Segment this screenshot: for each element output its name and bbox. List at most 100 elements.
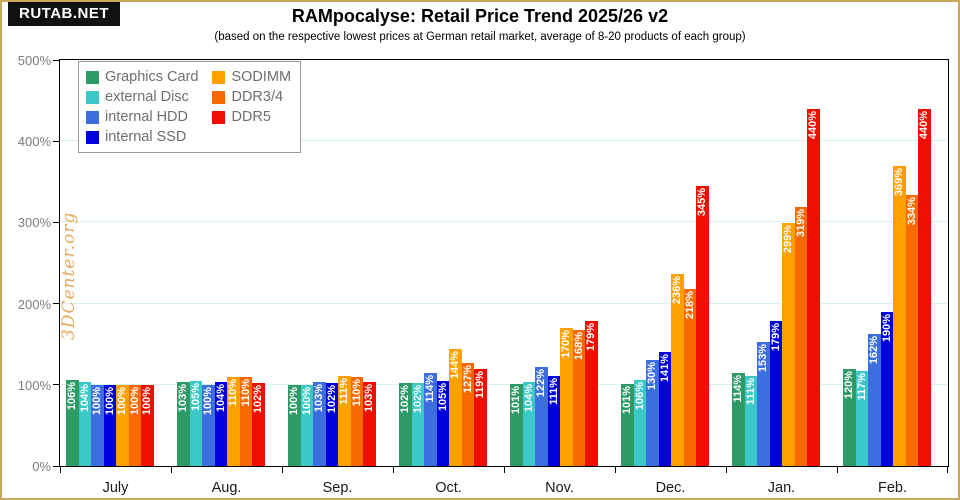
y-axis-label: 500% (17, 53, 51, 68)
bar: 106% (633, 379, 646, 466)
bar: 104% (78, 381, 91, 466)
bar: 236% (671, 274, 684, 466)
bar-value-label: 111% (338, 377, 351, 405)
bar: 114% (424, 373, 437, 466)
bar-value-label: 162% (868, 336, 881, 365)
bar-group: 120% 117% 162% 190% 369% 334% 440% (837, 60, 948, 466)
bar: 153% (757, 341, 770, 466)
bar-value-label: 102% (411, 385, 424, 414)
bar-value-label: 170% (560, 329, 573, 359)
legend-label: DDR3/4 (231, 89, 284, 105)
bar-value-label: 105% (436, 382, 449, 411)
x-axis-tick (614, 467, 616, 473)
bar-value-label: 111% (547, 377, 560, 405)
bar: 103% (313, 382, 326, 466)
bar: 170% (560, 327, 573, 466)
y-axis-label: 100% (17, 377, 51, 393)
bar-value-label: 110% (227, 378, 240, 407)
x-axis-label: Dec. (655, 480, 686, 496)
legend-label: external Disc (105, 89, 189, 105)
bar: 110% (350, 376, 363, 466)
bar: 100% (202, 384, 215, 466)
x-axis-tick (836, 467, 838, 473)
x-axis-tick (281, 467, 283, 473)
bar-group: 102% 102% 114% 105% 144% 127% 119% (393, 60, 504, 466)
gridline (60, 140, 948, 142)
gridline (60, 221, 948, 223)
bar-value-label: 100% (141, 386, 154, 415)
bar-value-label: 110% (350, 378, 363, 407)
bar: 100% (116, 384, 129, 466)
bar-value-label: 440% (918, 110, 931, 139)
bar: 102% (399, 383, 412, 466)
gridline (60, 302, 948, 304)
bar: 100% (128, 384, 141, 466)
bar: 127% (461, 362, 474, 466)
bar: 440% (918, 108, 931, 466)
bar: 179% (585, 320, 598, 466)
bar-value-label: 369% (893, 168, 906, 197)
bar-value-label: 101% (621, 386, 634, 415)
chart-legend: Graphics Card external Disc internal HDD in… (78, 61, 302, 153)
bar: 190% (880, 311, 893, 466)
bar-value-label: 127% (461, 364, 474, 394)
x-axis-label: Oct. (435, 480, 462, 496)
bar: 120% (843, 368, 856, 466)
bar: 119% (474, 369, 487, 466)
legend-swatch (86, 110, 99, 124)
bar: 104% (214, 381, 227, 466)
x-axis-label: July (102, 480, 129, 496)
bar: 111% (547, 375, 560, 466)
bar-group: 103% 105% 100% 104% 110% 110% 102% (171, 60, 282, 466)
site-badge: RUTAB.NET (8, 2, 121, 26)
x-axis-tick (947, 467, 948, 473)
legend-item: internal SSD (86, 127, 198, 147)
legend-column: SODIMM DDR3/4 DDR5 (212, 67, 291, 147)
bar: 100% (91, 384, 104, 466)
bar: 299% (782, 223, 795, 466)
chart-subtitle: (based on the respective lowest prices a… (214, 31, 746, 43)
bar: 110% (239, 376, 252, 466)
bar-value-label: 102% (252, 385, 265, 414)
bar: 319% (794, 206, 807, 466)
bar-value-label: 100% (103, 386, 116, 415)
bar-value-label: 100% (288, 386, 301, 415)
x-axis-label: Nov. (545, 480, 574, 496)
bar-value-label: 179% (585, 322, 598, 351)
y-axis-tick (53, 303, 59, 305)
bar-value-label: 345% (696, 187, 709, 217)
bar-value-label: 105% (189, 382, 202, 411)
bar: 141% (658, 351, 671, 466)
chart-title: RAMpocalyse: Retail Price Trend 2025/26 … (291, 6, 669, 26)
legend-label: Graphics Card (105, 69, 199, 85)
watermark-text: 3DCenter.org (59, 211, 79, 340)
legend-item: DDR5 (212, 107, 291, 127)
x-axis-label: Feb. (877, 480, 907, 496)
legend-item: DDR3/4 (212, 87, 291, 107)
legend-swatch (86, 130, 99, 144)
bar-value-label: 102% (325, 385, 338, 414)
bar-group: 101% 104% 122% 111% 170% 168% 179% (504, 60, 615, 466)
bar-value-label: 168% (572, 331, 585, 360)
y-axis-tick (53, 221, 59, 223)
y-axis-label: 400% (17, 134, 51, 150)
bar-value-label: 440% (807, 110, 820, 139)
legend-swatch (86, 70, 99, 84)
bar-value-label: 218% (683, 290, 696, 320)
legend-item: internal HDD (86, 107, 198, 127)
bar-value-label: 103% (313, 384, 326, 413)
bar-value-label: 104% (214, 383, 227, 412)
legend-item: SODIMM (212, 67, 291, 87)
bar-value-label: 103% (363, 384, 376, 413)
y-axis-label: 300% (17, 215, 51, 231)
bar-value-label: 100% (202, 386, 215, 415)
bar: 101% (621, 384, 634, 466)
x-axis-tick (503, 467, 505, 473)
bar: 100% (103, 384, 116, 466)
x-axis-label: Aug. (211, 480, 242, 496)
bar: 106% (66, 379, 79, 466)
bar-value-label: 334% (905, 196, 918, 225)
y-axis-tick (53, 465, 59, 467)
bar-value-label: 100% (91, 386, 104, 415)
plot-area: Graphics Card external Disc internal HDD in… (18, 53, 949, 496)
